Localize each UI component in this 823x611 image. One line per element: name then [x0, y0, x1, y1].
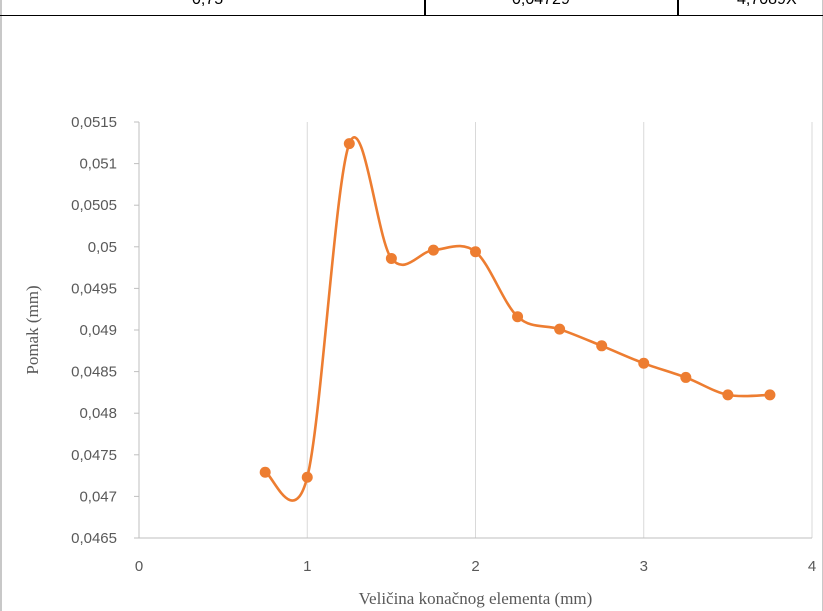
table-divider-1	[424, 0, 426, 16]
data-point	[301, 471, 313, 483]
y-tick-label: 0,0515	[71, 114, 117, 131]
y-tick-label: 0,0475	[71, 447, 117, 464]
x-tick-labels: 0 1 2 3 4	[135, 558, 816, 575]
y-axis-title: Pomak (mm)	[23, 285, 42, 374]
x-tick-label: 1	[303, 558, 311, 575]
frame-left-border	[0, 0, 2, 611]
grid-lines	[306, 122, 813, 538]
data-point	[470, 246, 481, 258]
y-tick-label: 0,0505	[71, 197, 117, 214]
data-point	[680, 371, 692, 383]
table-fragment: 0,75 0,04729 4,7089X	[0, 0, 823, 16]
data-point	[343, 138, 355, 150]
y-tick-labels: 0,0465 0,047 0,0475 0,048 0,0485 0,049 0,0495 0…	[71, 114, 117, 547]
data-point	[259, 466, 271, 478]
frame-right-border	[821, 0, 823, 611]
y-tick-label: 0,047	[79, 488, 117, 505]
y-tick-label: 0,0465	[71, 530, 117, 547]
data-point	[385, 252, 397, 264]
data-point	[427, 244, 439, 256]
y-tick-label: 0,048	[79, 405, 117, 422]
series-layer	[259, 136, 776, 502]
x-axis-title: Veličina konačnog elementa (mm)	[359, 589, 593, 608]
data-point	[596, 340, 608, 352]
y-tick-label: 0,0485	[71, 364, 117, 381]
data-point	[764, 389, 776, 401]
axes	[134, 121, 812, 539]
data-point	[554, 323, 566, 335]
y-tick-label: 0,0495	[71, 280, 117, 297]
y-tick-label: 0,05	[88, 239, 117, 256]
data-point	[512, 311, 524, 323]
table-divider-2	[677, 0, 679, 16]
y-tick-label: 0,051	[79, 156, 117, 173]
table-cell-1: 0,75	[192, 0, 223, 9]
y-tick-label: 0,049	[79, 322, 117, 339]
x-tick-label: 2	[471, 558, 479, 575]
data-point	[638, 357, 650, 369]
x-tick-label: 0	[135, 558, 143, 575]
x-tick-label: 4	[808, 558, 816, 575]
table-cell-3: 4,7089X	[737, 0, 797, 9]
table-cell-2: 0,04729	[512, 0, 570, 9]
data-point	[722, 389, 734, 401]
x-tick-label: 3	[640, 558, 648, 575]
